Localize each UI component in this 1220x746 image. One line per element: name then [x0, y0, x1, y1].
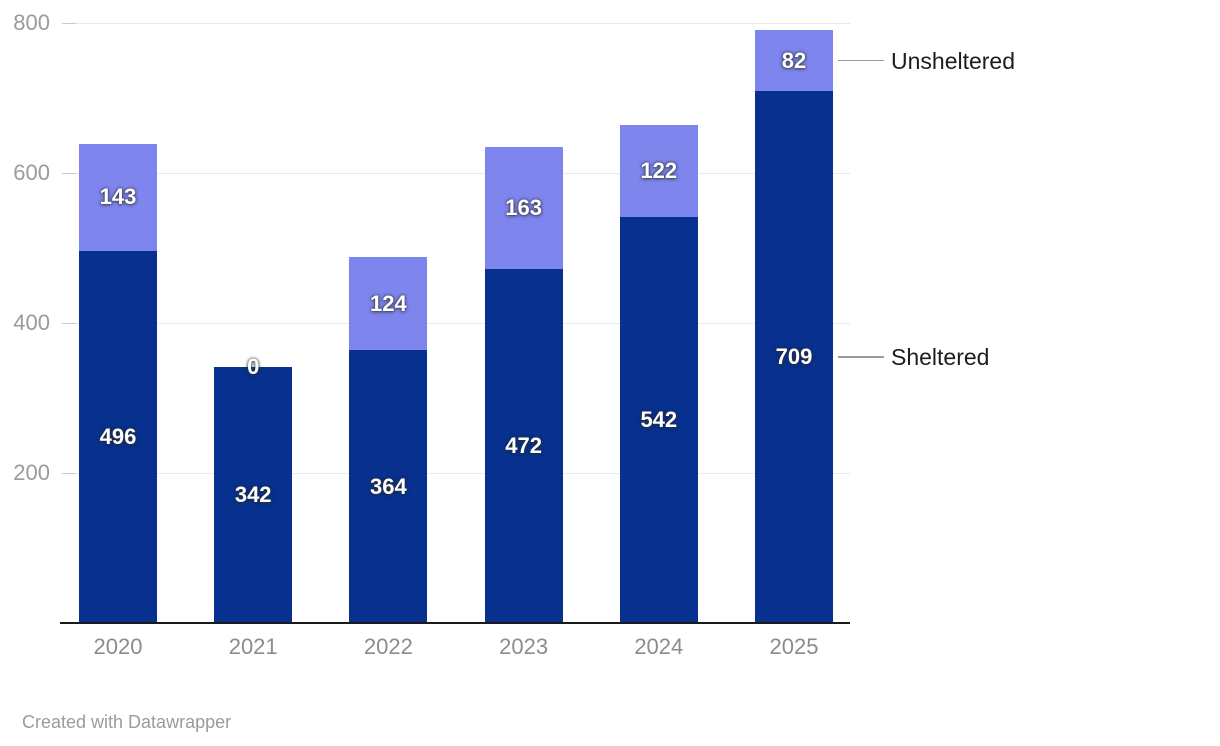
bar-value-label-unsheltered-2021: 0: [247, 353, 260, 379]
y-axis-tick-label-400: 400: [13, 310, 50, 335]
bar-value-label-sheltered-2021: 342: [234, 481, 272, 507]
series-label-unsheltered: Unsheltered: [891, 47, 1016, 74]
bar-segment-sheltered-2024[interactable]: [619, 216, 698, 623]
series-label-connector-sheltered: [838, 356, 884, 358]
bar-segment-unsheltered-2020[interactable]: [79, 143, 157, 251]
y-axis-tick-200: [62, 472, 76, 474]
bar-value-label-sheltered-2020: 496: [99, 424, 137, 449]
bar-value-label-sheltered-2023: 472: [505, 433, 542, 458]
bar-segment-unsheltered-2025[interactable]: [755, 29, 833, 92]
bar-value-label-unsheltered-2023: 163: [505, 194, 542, 220]
bar-segment-sheltered-2023[interactable]: [484, 269, 563, 623]
bar-segment-sheltered-2021[interactable]: [214, 366, 293, 623]
series-label-connector-unsheltered: [838, 59, 884, 62]
series-label-sheltered: Sheltered: [891, 344, 990, 371]
gridline-200: [62, 472, 850, 474]
bar-value-label-sheltered-2022: 364: [370, 473, 407, 499]
bar-segment-unsheltered-2024[interactable]: [619, 125, 698, 217]
bar-segment-unsheltered-2022[interactable]: [349, 257, 428, 350]
gridline-400: [62, 322, 850, 324]
y-axis-tick-label-200: 200: [13, 460, 50, 485]
bar-value-label-unsheltered-2022: 124: [370, 290, 407, 316]
bar-segment-sheltered-2020[interactable]: [79, 251, 157, 623]
bar-segment-sheltered-2022[interactable]: [349, 350, 428, 623]
stacked-bar-chart: 200 400 600 800 496 143 2020 342 0 2021 364 124 2022…: [13, 10, 1016, 659]
bar-value-label-unsheltered-2025: 82: [781, 47, 807, 73]
x-axis-label-2020: 2020: [93, 634, 143, 659]
bar-value-label-unsheltered-2020: 143: [99, 184, 137, 210]
y-axis-tick-600: [62, 172, 76, 174]
x-axis-label-2023: 2023: [499, 634, 549, 659]
x-axis-label-2024: 2024: [634, 634, 684, 659]
x-axis-line: [60, 621, 850, 624]
gridline-800: [62, 22, 850, 24]
bar-value-label-sheltered-2024: 542: [640, 406, 678, 432]
y-axis-tick-label-800: 800: [13, 10, 50, 35]
y-axis-tick-label-600: 600: [13, 160, 50, 185]
x-axis-label-2021: 2021: [228, 634, 278, 659]
datawrapper-attribution: Created with Datawrapper: [22, 712, 232, 732]
x-axis-label-2025: 2025: [769, 634, 819, 659]
bar-segment-unsheltered-2023[interactable]: [484, 146, 563, 269]
gridline-600: [62, 172, 850, 174]
y-axis-tick-400: [62, 322, 76, 324]
bar-segment-sheltered-2025[interactable]: [755, 91, 833, 623]
x-axis-label-2022: 2022: [363, 634, 413, 659]
bar-value-label-sheltered-2025: 709: [775, 344, 813, 370]
bar-value-label-unsheltered-2024: 122: [640, 157, 678, 183]
y-axis-tick-800: [62, 22, 76, 24]
